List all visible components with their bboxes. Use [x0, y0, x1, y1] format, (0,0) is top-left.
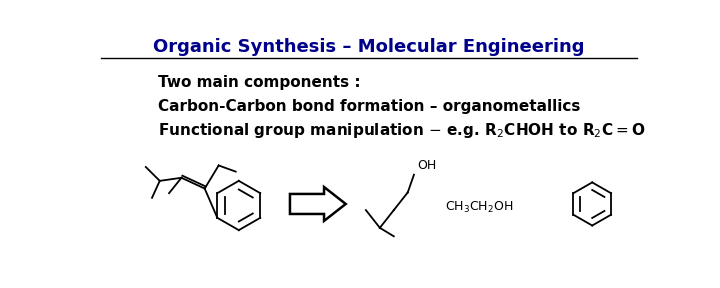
Text: CH$_3$CH$_2$OH: CH$_3$CH$_2$OH — [445, 200, 513, 215]
Polygon shape — [290, 187, 346, 221]
Text: Carbon-Carbon bond formation – organometallics: Carbon-Carbon bond formation – organomet… — [158, 99, 580, 114]
Text: Two main components :: Two main components : — [158, 75, 361, 90]
Text: Organic Synthesis – Molecular Engineering: Organic Synthesis – Molecular Engineerin… — [153, 38, 585, 56]
Text: Functional group manipulation $-$ e.g. R$_2$CHOH to R$_2$C$=$O: Functional group manipulation $-$ e.g. R… — [158, 121, 646, 140]
Text: OH: OH — [417, 159, 436, 172]
